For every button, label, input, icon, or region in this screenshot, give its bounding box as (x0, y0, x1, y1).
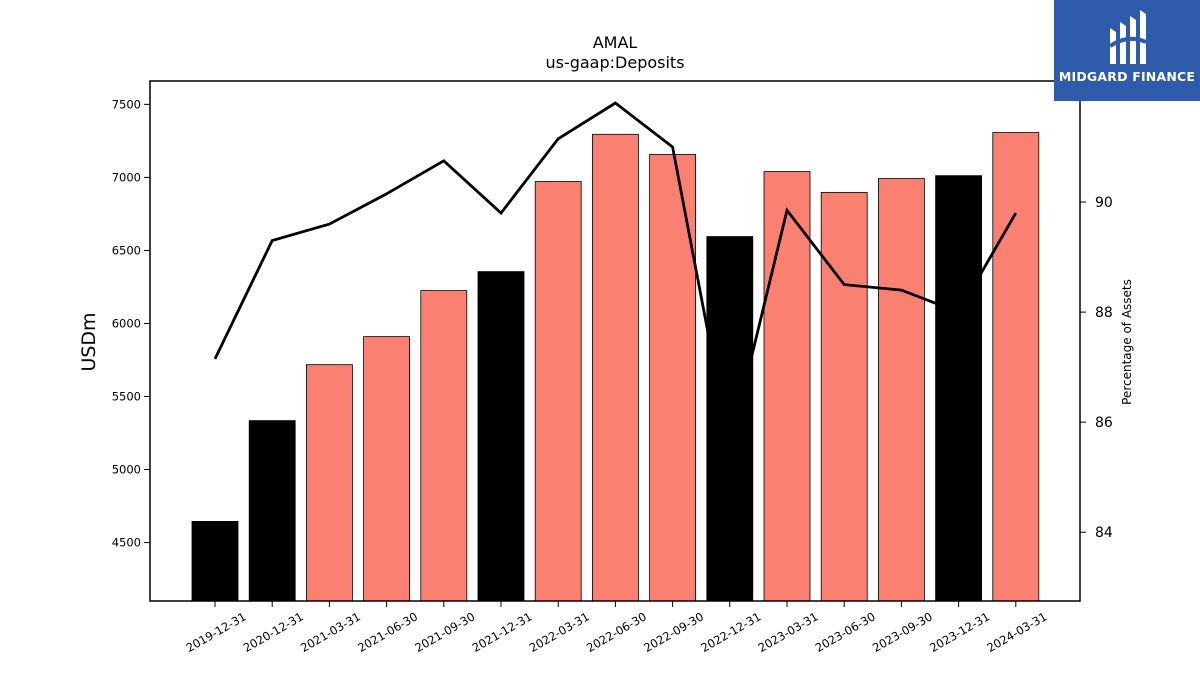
y-tick-label: 6500 (112, 243, 141, 257)
line-series (213, 101, 1018, 448)
bar-2021-03-31 (305, 364, 353, 602)
x-tick-label: 2023-09-30 (870, 609, 935, 655)
x-tick-label: 2022-06-30 (584, 609, 649, 655)
bar-2021-12-31 (477, 271, 525, 602)
x-tick-label: 2023-03-31 (756, 609, 821, 655)
x-tick-label: 2023-12-31 (927, 609, 992, 655)
x-tick-label: 2022-09-30 (641, 609, 706, 655)
y-axis-right: 84 86 88 90 (1080, 195, 1113, 541)
bar-2022-06-30 (592, 133, 639, 602)
x-tick-label: 2024-03-31 (984, 609, 1049, 655)
bar-2023-09-30 (878, 178, 925, 602)
x-tick-label: 2021-12-31 (470, 609, 535, 655)
y2-axis-label: Percentage of Assets (1120, 279, 1134, 405)
y-tick-label: 5000 (112, 463, 141, 477)
x-tick-label: 2022-03-31 (527, 609, 592, 655)
bar-2023-06-30 (820, 192, 868, 602)
y-axis-left: 4500 5000 5500 6000 6500 7000 7500 (112, 97, 150, 550)
x-axis: 2019-12-312020-12-312021-03-312021-06-30… (184, 601, 1049, 655)
y2-tick-label: 88 (1095, 305, 1113, 321)
chart-title: AMAL (593, 33, 638, 52)
bar-2022-03-31 (534, 181, 582, 602)
y-tick-label: 7500 (112, 97, 141, 111)
bar-2024-03-31 (992, 132, 1040, 602)
x-tick-label: 2021-03-31 (298, 609, 363, 655)
bar-2022-09-30 (649, 154, 696, 602)
percentage-of-assets-line (213, 101, 1018, 448)
bar-2021-06-30 (363, 336, 411, 602)
x-tick-label: 2023-06-30 (813, 609, 878, 655)
y-tick-label: 7000 (112, 170, 141, 184)
x-tick-label: 2022-12-31 (698, 609, 763, 655)
y-axis-label: USDm (78, 312, 100, 371)
x-tick-label: 2019-12-31 (184, 609, 249, 655)
y2-tick-label: 86 (1095, 415, 1113, 431)
y-tick-label: 5500 (112, 390, 141, 404)
x-tick-label: 2020-12-31 (241, 609, 306, 655)
bar-2022-12-31 (706, 236, 754, 602)
x-tick-label: 2021-06-30 (355, 609, 420, 655)
chart-subtitle: us-gaap:Deposits (545, 53, 684, 72)
y2-tick-label: 90 (1095, 195, 1113, 211)
x-tick-label: 2021-09-30 (412, 609, 477, 655)
bar-2023-03-31 (763, 171, 811, 602)
brand-name: MIDGARD FINANCE (1058, 69, 1196, 84)
bar-2023-12-31 (935, 175, 982, 602)
y-tick-label: 6000 (112, 316, 141, 330)
y2-tick-label: 84 (1095, 525, 1113, 541)
bar-2019-12-31 (191, 520, 239, 602)
bar-2021-09-30 (420, 290, 468, 602)
midgard-logo-icon (1108, 10, 1147, 64)
bar-series (191, 132, 1040, 602)
bar-2020-12-31 (248, 420, 296, 602)
y-tick-label: 4500 (112, 536, 141, 550)
brand-logo: MIDGARD FINANCE (1054, 0, 1200, 101)
